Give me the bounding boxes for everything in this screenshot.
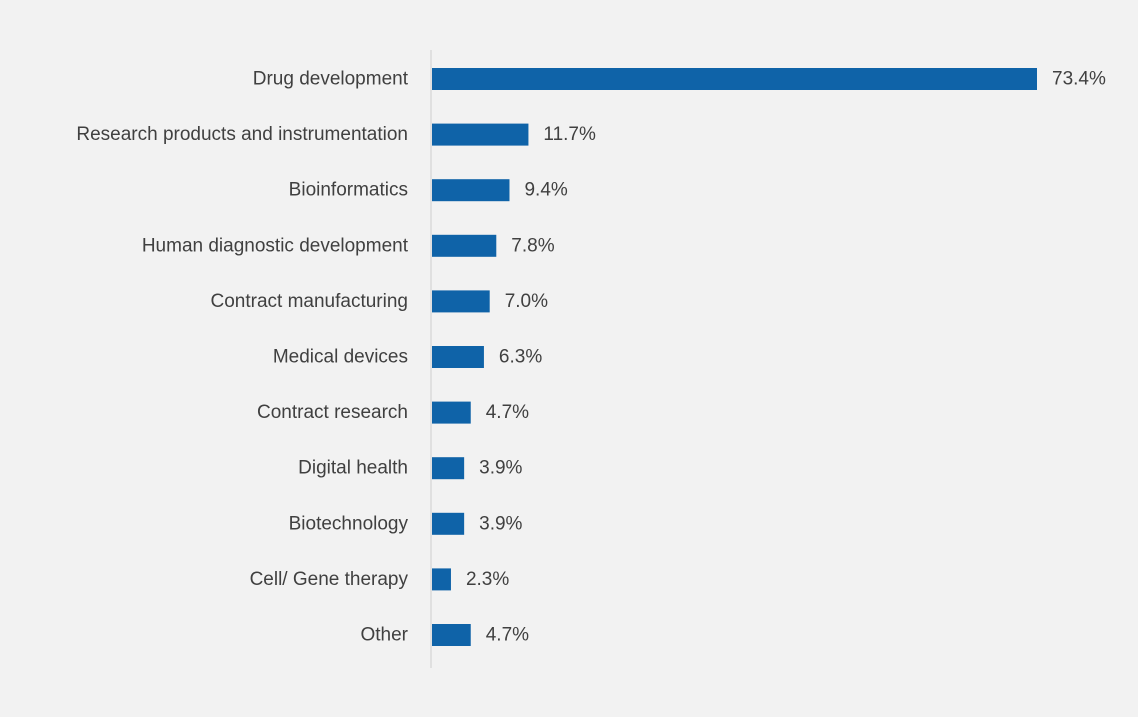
bar <box>432 346 484 368</box>
category-label: Cell/ Gene therapy <box>250 569 409 590</box>
bar <box>432 68 1037 90</box>
value-label: 6.3% <box>499 347 542 368</box>
bar <box>432 624 471 646</box>
value-label: 4.7% <box>486 402 529 423</box>
value-label: 2.3% <box>466 569 509 590</box>
bar <box>432 568 451 591</box>
value-label: 7.0% <box>505 291 548 312</box>
bar <box>432 234 497 257</box>
category-label: Research products and instrumentation <box>76 124 408 145</box>
labels-layer: Drug development 73.4% Research products a… <box>76 69 1106 646</box>
bar <box>432 457 465 480</box>
bar <box>432 290 490 313</box>
value-label: 73.4% <box>1052 69 1106 90</box>
category-label: Biotechnology <box>289 513 409 534</box>
value-label: 7.8% <box>511 235 554 256</box>
value-label: 4.7% <box>486 625 529 646</box>
category-label: Contract research <box>257 402 408 423</box>
category-label: Digital health <box>298 458 408 479</box>
category-label: Contract manufacturing <box>211 291 409 312</box>
bar <box>432 123 529 146</box>
category-label: Bioinformatics <box>289 180 408 201</box>
category-label: Drug development <box>253 69 409 90</box>
category-label: Other <box>360 625 408 646</box>
bar <box>432 512 465 535</box>
value-label: 11.7% <box>543 124 596 145</box>
bar <box>432 179 510 202</box>
bars-layer <box>432 68 1037 646</box>
category-label: Medical devices <box>273 347 408 368</box>
value-label: 3.9% <box>479 513 522 534</box>
value-label: 3.9% <box>479 458 522 479</box>
category-label: Human diagnostic development <box>142 235 409 256</box>
value-label: 9.4% <box>524 180 567 201</box>
bar <box>432 401 471 424</box>
